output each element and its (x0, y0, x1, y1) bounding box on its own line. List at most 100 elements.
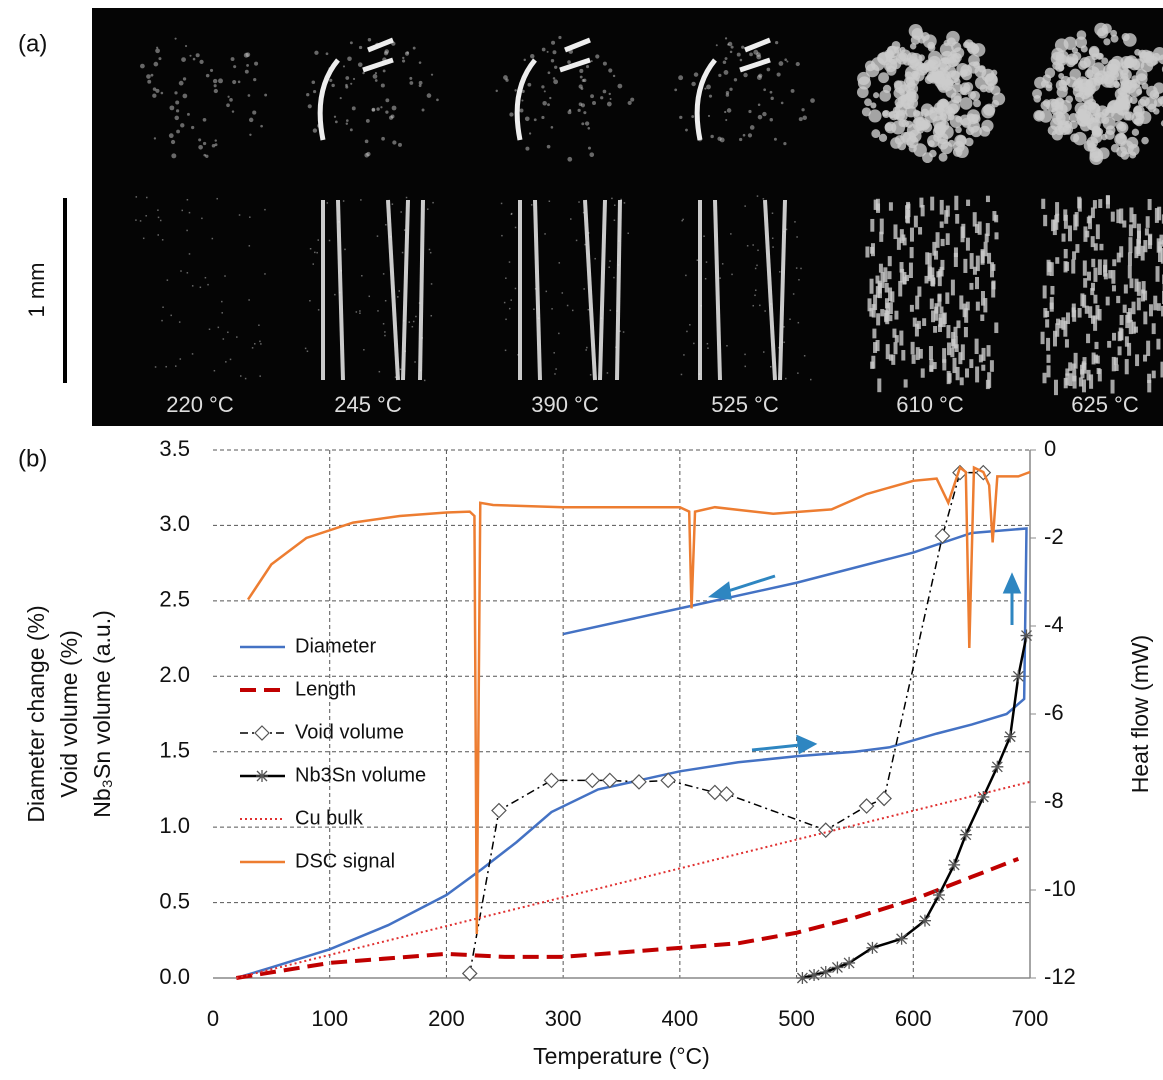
speck (913, 110, 920, 117)
speck (377, 235, 379, 237)
speck (681, 374, 683, 376)
x-tick-label: 600 (895, 1006, 932, 1031)
speck (153, 87, 157, 91)
speck (865, 246, 869, 257)
diamond-marker (544, 773, 558, 787)
speck (970, 253, 974, 269)
speck (1083, 278, 1087, 288)
speck (931, 278, 935, 284)
speck (1063, 209, 1067, 220)
speck (954, 196, 958, 210)
speck (991, 70, 997, 76)
speck (174, 91, 177, 94)
speck (801, 108, 804, 111)
speck (757, 195, 759, 197)
speck (176, 109, 179, 112)
speck (610, 98, 612, 100)
legend-label: Nb3Sn volume (295, 764, 426, 786)
speck (1112, 357, 1116, 371)
speck (683, 354, 685, 356)
speck (530, 54, 534, 58)
speck (921, 368, 925, 377)
speck (1072, 52, 1081, 61)
speck (203, 142, 206, 145)
speck (991, 85, 1001, 95)
speck (724, 111, 726, 113)
speck (737, 53, 741, 57)
speck (880, 219, 884, 235)
speck (334, 294, 336, 296)
speck (165, 366, 167, 368)
speck (1094, 23, 1108, 37)
speck (708, 115, 710, 117)
x-tick-label: 0 (207, 1006, 219, 1031)
speck (939, 99, 948, 108)
speck (546, 291, 548, 293)
speck (1071, 259, 1075, 273)
speck (921, 32, 930, 41)
speck (541, 116, 544, 119)
speck (427, 208, 429, 210)
x-tick-label: 700 (1012, 1006, 1049, 1031)
speck (1098, 309, 1102, 321)
speck (611, 198, 613, 200)
speck (198, 138, 201, 141)
speck (893, 224, 897, 239)
speck (158, 217, 160, 219)
speck (542, 101, 546, 105)
speck (221, 301, 223, 303)
speck (992, 100, 1000, 108)
speck (758, 115, 763, 120)
speck (413, 47, 416, 50)
speck (527, 83, 531, 87)
speck (889, 202, 893, 210)
speck (607, 102, 612, 107)
speck (876, 313, 880, 325)
temperature-label: 245 °C (334, 392, 402, 417)
speck (146, 74, 151, 79)
speck (520, 109, 524, 113)
speck (347, 56, 352, 61)
arrows (712, 576, 1019, 752)
speck (359, 312, 361, 314)
speck (800, 268, 802, 270)
speck (705, 278, 707, 280)
speck (140, 64, 145, 69)
speck (1098, 199, 1102, 208)
speck (940, 221, 944, 227)
speck (727, 108, 732, 113)
speck (1155, 208, 1159, 223)
speck (793, 293, 795, 295)
speck (1048, 262, 1052, 272)
speck (987, 345, 991, 356)
speck (883, 85, 891, 93)
speck (547, 145, 551, 149)
speck (724, 70, 729, 75)
speck (1052, 61, 1060, 69)
speck (136, 196, 138, 198)
speck (966, 238, 970, 251)
speck (583, 79, 586, 82)
speck (585, 349, 587, 351)
speck (591, 60, 593, 62)
speck (198, 145, 203, 150)
speck (1092, 62, 1105, 75)
speck (946, 325, 950, 338)
speck (970, 91, 980, 101)
speck (361, 275, 363, 277)
star-marker (843, 957, 855, 969)
star-marker (933, 889, 945, 901)
speck (1106, 195, 1110, 208)
speck (230, 359, 232, 361)
speck (975, 339, 979, 354)
speck (918, 227, 922, 234)
speck (965, 368, 969, 377)
speck (245, 378, 247, 380)
speck (709, 95, 712, 98)
speck (901, 350, 905, 361)
speck (917, 287, 921, 297)
speck (941, 79, 953, 91)
speck (176, 130, 180, 134)
speck (913, 318, 917, 327)
